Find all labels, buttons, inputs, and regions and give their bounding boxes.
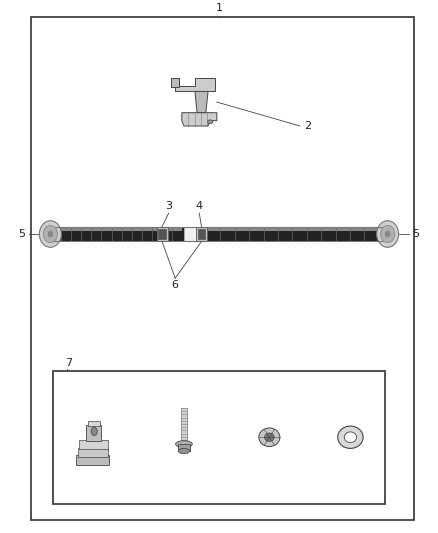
Bar [156, 227, 167, 241]
Ellipse shape [43, 225, 57, 243]
Bar [184, 227, 201, 241]
Ellipse shape [344, 432, 357, 442]
Bar [31, 17, 414, 520]
Ellipse shape [178, 448, 190, 454]
Polygon shape [195, 92, 208, 112]
Polygon shape [182, 112, 217, 126]
Bar [48, 227, 390, 241]
Bar [79, 440, 108, 449]
Text: 2: 2 [304, 121, 311, 131]
Text: 5: 5 [18, 229, 25, 239]
Bar [196, 227, 207, 241]
Ellipse shape [259, 428, 280, 447]
Bar [78, 448, 108, 457]
Bar [178, 443, 190, 451]
Bar [59, 228, 182, 231]
Bar [53, 371, 385, 504]
Bar [48, 227, 390, 241]
Text: 7: 7 [65, 358, 72, 368]
Bar [204, 228, 379, 231]
Bar [86, 425, 101, 441]
Ellipse shape [48, 231, 53, 237]
Bar [171, 78, 179, 87]
Text: 5: 5 [413, 229, 420, 239]
Ellipse shape [377, 221, 399, 247]
Bar [198, 229, 205, 239]
Text: 3: 3 [165, 201, 172, 211]
Bar [158, 229, 166, 239]
Ellipse shape [381, 225, 395, 243]
Bar [57, 227, 184, 241]
Ellipse shape [208, 120, 213, 124]
Bar [201, 227, 381, 241]
Text: 6: 6 [172, 280, 179, 290]
Polygon shape [175, 78, 215, 92]
Bar [181, 408, 187, 442]
Ellipse shape [385, 231, 390, 237]
Ellipse shape [39, 221, 61, 247]
Ellipse shape [176, 441, 192, 448]
Bar [76, 455, 109, 465]
Text: 4: 4 [196, 201, 203, 211]
Ellipse shape [338, 426, 363, 448]
Text: 1: 1 [215, 3, 223, 13]
Ellipse shape [91, 427, 97, 435]
Bar [88, 421, 100, 426]
Ellipse shape [265, 433, 274, 441]
